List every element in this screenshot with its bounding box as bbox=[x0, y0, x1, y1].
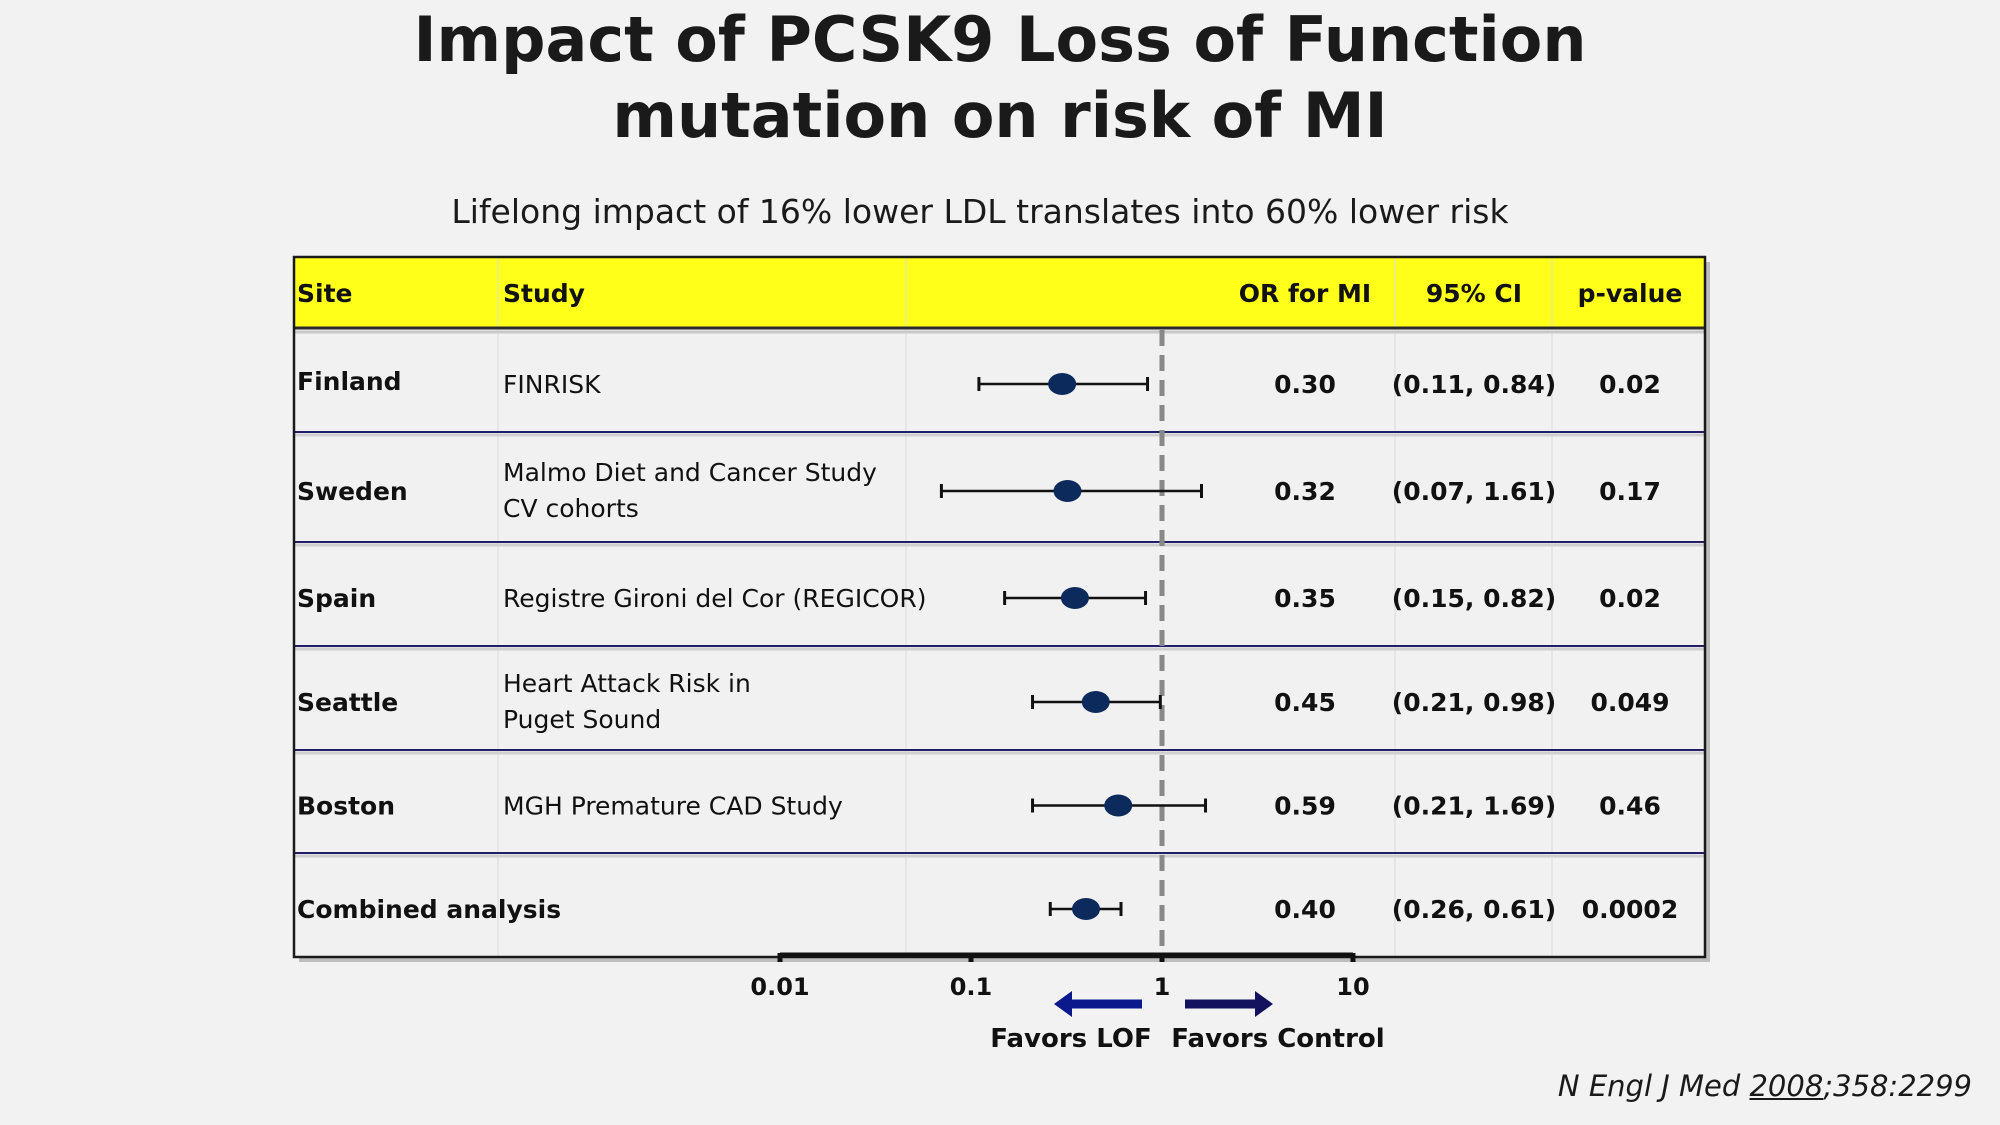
row-or-value: 0.45 bbox=[1274, 688, 1336, 717]
citation-journal: N Engl J Med bbox=[1557, 1069, 1741, 1103]
header-ci: 95% CI bbox=[1426, 279, 1522, 308]
row-ci-value: (0.21, 0.98) bbox=[1392, 688, 1556, 717]
row-ci-value: (0.21, 1.69) bbox=[1392, 792, 1556, 821]
x-tick-label: 1 bbox=[1154, 973, 1171, 1001]
table-row: Sweden Malmo Diet and Cancer Study CV coho… bbox=[297, 458, 1661, 523]
row-study: FINRISK bbox=[503, 370, 601, 399]
row-ci-value: (0.26, 0.61) bbox=[1392, 895, 1556, 924]
favors-lof-arrowhead bbox=[1054, 991, 1072, 1017]
row-site: Combined analysis bbox=[297, 895, 561, 924]
citation-year: 2008 bbox=[1749, 1069, 1824, 1103]
row-p-value: 0.02 bbox=[1599, 370, 1661, 399]
favors-lof-label: Favors LOF bbox=[990, 1024, 1151, 1054]
header-p: p-value bbox=[1578, 279, 1683, 308]
row-ci-value: (0.07, 1.61) bbox=[1392, 477, 1556, 506]
row-or-value: 0.30 bbox=[1274, 370, 1336, 399]
table-header-bg bbox=[294, 257, 1705, 328]
odds-ratio-marker bbox=[1081, 691, 1110, 713]
x-tick-label: 10 bbox=[1336, 973, 1369, 1001]
citation-rest: ;358:2299 bbox=[1823, 1069, 1972, 1103]
title-line-1: Impact of PCSK9 Loss of Function bbox=[413, 3, 1587, 76]
row-study: MGH Premature CAD Study bbox=[503, 792, 843, 821]
table-row: Seattle Heart Attack Risk in Puget Sound 0.… bbox=[297, 669, 1670, 734]
row-p-value: 0.0002 bbox=[1582, 895, 1678, 924]
header-study: Study bbox=[503, 279, 585, 308]
row-or-value: 0.32 bbox=[1274, 477, 1336, 506]
row-or-value: 0.59 bbox=[1274, 792, 1336, 821]
row-p-value: 0.17 bbox=[1599, 477, 1661, 506]
row-study-line-2: CV cohorts bbox=[503, 494, 639, 523]
row-site: Sweden bbox=[297, 477, 408, 506]
table-body bbox=[294, 257, 1705, 957]
row-study-line-1: Heart Attack Risk in bbox=[503, 669, 751, 698]
row-p-value: 0.46 bbox=[1599, 792, 1661, 821]
odds-ratio-marker bbox=[1060, 587, 1089, 609]
table-row: Combined analysis 0.40 (0.26, 0.61) 0.0002 bbox=[297, 895, 1678, 924]
row-p-value: 0.049 bbox=[1590, 688, 1669, 717]
odds-ratio-marker bbox=[1104, 794, 1133, 817]
row-study-line-1: Malmo Diet and Cancer Study bbox=[503, 458, 877, 487]
row-ci-value: (0.15, 0.82) bbox=[1392, 584, 1556, 613]
row-site: Seattle bbox=[297, 688, 398, 717]
citation: N Engl J Med 2008;358:2299 bbox=[1558, 1069, 1972, 1103]
row-site: Finland bbox=[297, 367, 402, 396]
title-line-2: mutation on risk of MI bbox=[612, 79, 1388, 152]
favors-control-arrowhead bbox=[1255, 991, 1273, 1017]
x-tick-label: 0.01 bbox=[750, 973, 809, 1001]
row-site: Boston bbox=[297, 792, 395, 821]
row-or-value: 0.35 bbox=[1274, 584, 1336, 613]
row-study-line-2: Puget Sound bbox=[503, 705, 661, 734]
header-or: OR for MI bbox=[1239, 279, 1371, 308]
table-row: Finland FINRISK 0.30 (0.11, 0.84) 0.02 bbox=[297, 367, 1661, 399]
x-tick-label: 0.1 bbox=[950, 973, 993, 1001]
row-p-value: 0.02 bbox=[1599, 584, 1661, 613]
row-study: Registre Gironi del Cor (REGICOR) bbox=[503, 584, 926, 613]
row-or-value: 0.40 bbox=[1274, 895, 1336, 924]
row-ci-value: (0.11, 0.84) bbox=[1392, 370, 1556, 399]
odds-ratio-marker bbox=[1053, 480, 1082, 502]
odds-ratio-marker bbox=[1071, 898, 1100, 920]
slide-title: Impact of PCSK9 Loss of Function mutatio… bbox=[0, 2, 2000, 154]
slide-subtitle: Lifelong impact of 16% lower LDL transla… bbox=[451, 192, 1509, 231]
table-row: Spain Registre Gironi del Cor (REGICOR) 0.… bbox=[297, 584, 1661, 613]
table-row: Boston MGH Premature CAD Study 0.59 (0.21, … bbox=[297, 792, 1661, 821]
row-site: Spain bbox=[297, 584, 376, 613]
favors-control-label: Favors Control bbox=[1171, 1024, 1384, 1054]
odds-ratio-marker bbox=[1048, 373, 1077, 395]
header-site: Site bbox=[297, 279, 352, 308]
